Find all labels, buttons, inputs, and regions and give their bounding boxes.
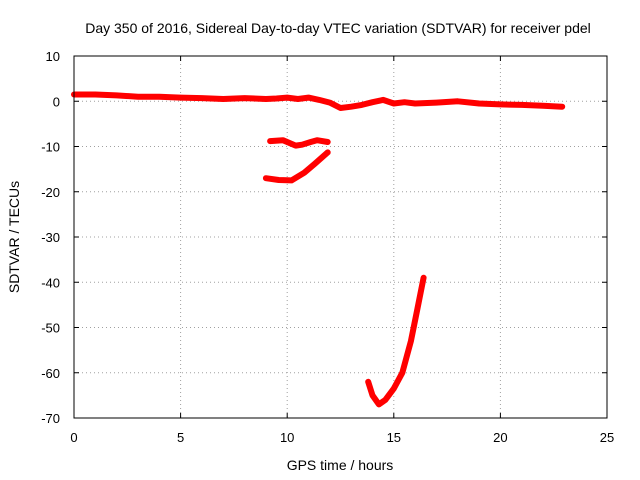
series-line-segment-upper-arc bbox=[267, 137, 331, 149]
y-axis-label: SDTVAR / TECUs bbox=[6, 181, 22, 293]
x-axis-label: GPS time / hours bbox=[287, 457, 394, 473]
y-tick-label: 10 bbox=[46, 49, 60, 64]
series-line-segment-main bbox=[71, 91, 566, 111]
y-tick-label: -60 bbox=[41, 366, 60, 381]
x-tick-label: 20 bbox=[493, 430, 507, 445]
x-tick-label: 5 bbox=[177, 430, 184, 445]
series-line-segment-lower-arc bbox=[262, 149, 331, 184]
x-tick-label: 25 bbox=[600, 430, 614, 445]
y-tick-label: -70 bbox=[41, 411, 60, 426]
y-tick-label: -10 bbox=[41, 140, 60, 155]
x-tick-label: 15 bbox=[387, 430, 401, 445]
y-tick-label: -50 bbox=[41, 321, 60, 336]
y-tick-label: 0 bbox=[53, 94, 60, 109]
x-tick-label: 10 bbox=[280, 430, 294, 445]
y-tick-label: -40 bbox=[41, 275, 60, 290]
x-tick-label: 0 bbox=[70, 430, 77, 445]
chart-title: Day 350 of 2016, Sidereal Day-to-day VTE… bbox=[85, 20, 591, 36]
series-layer bbox=[71, 91, 566, 408]
grid-lines bbox=[74, 56, 607, 418]
y-tick-label: -30 bbox=[41, 230, 60, 245]
axis-ticks: 0 5 10 15 20 25 10 0 -10 -20 -30 -40 -50 -60 -70 bbox=[41, 49, 614, 445]
series-line-segment-dip bbox=[365, 274, 427, 408]
y-tick-label: -20 bbox=[41, 185, 60, 200]
